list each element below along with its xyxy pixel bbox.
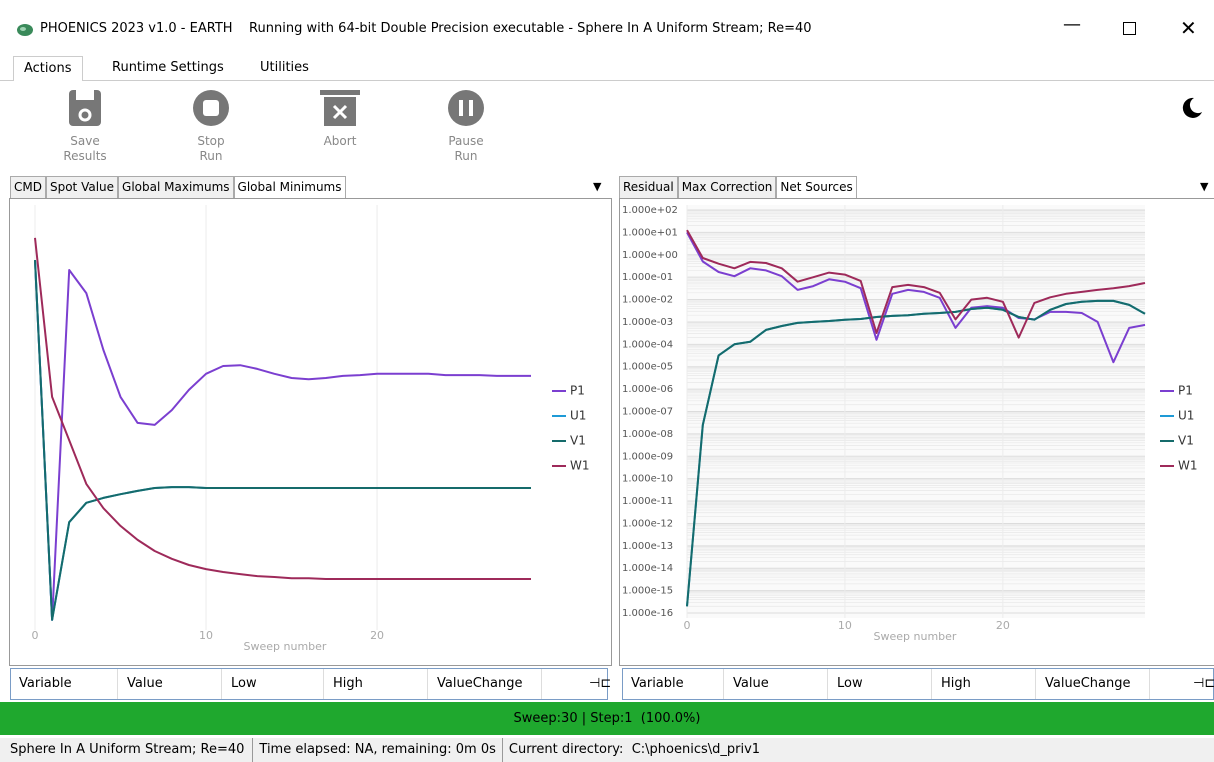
save-results-button[interactable]: Save Results	[50, 88, 120, 164]
series-line	[34, 237, 531, 580]
series-line	[34, 260, 531, 621]
legend-label: P1	[1178, 384, 1193, 398]
x-tick-label: 0	[32, 629, 39, 642]
label: Save	[70, 134, 100, 148]
column-header[interactable]: ValueChange	[1037, 669, 1150, 699]
tab[interactable]: Max Correction	[677, 176, 777, 198]
series-line	[686, 231, 1146, 364]
x-tick-label: 20	[370, 629, 384, 642]
column-header[interactable]: Value	[725, 669, 828, 699]
tab[interactable]: Global Maximums	[118, 176, 234, 198]
y-tick-label: 1.000e-07	[622, 407, 673, 418]
x-tick-label: 10	[838, 619, 852, 632]
y-tick-label: 1.000e+00	[622, 250, 678, 261]
x-tick-label: 0	[684, 619, 691, 632]
y-tick-label: 1.000e-01	[622, 272, 673, 283]
x-tick-label: 20	[996, 619, 1010, 632]
series-line	[686, 229, 1146, 339]
x-axis-label: Sweep number	[244, 640, 327, 653]
left-tabs: CMD Spot Value Global Maximums Global Minim…	[10, 176, 346, 198]
tab[interactable]: Runtime Settings	[112, 60, 224, 75]
legend-label: U1	[1178, 409, 1194, 423]
label: Run	[454, 149, 478, 163]
legend-label: W1	[1178, 459, 1198, 473]
y-tick-label: 1.000e-03	[622, 317, 673, 328]
tab[interactable]: Utilities	[260, 60, 309, 75]
legend-label: V1	[570, 434, 586, 448]
column-header[interactable]: Value	[119, 669, 222, 699]
column-header[interactable]: Low	[829, 669, 932, 699]
column-header[interactable]: Variable	[623, 669, 724, 699]
y-tick-label: 1.000e-09	[622, 451, 673, 462]
status-text: Time elapsed: NA, remaining: 0m 0s	[253, 738, 503, 762]
legend-label: P1	[570, 384, 585, 398]
dark-mode-toggle[interactable]	[1180, 96, 1204, 120]
series-line	[34, 260, 531, 621]
x-tick-label: 10	[199, 629, 213, 642]
app-icon	[17, 24, 33, 36]
y-tick-label: 1.000e-04	[622, 339, 673, 350]
title-bar: PHOENICS 2023 v1.0 - EARTH Running with …	[0, 0, 1214, 56]
tab[interactable]: Net Sources	[776, 176, 857, 198]
status-bar: Sphere In A Uniform Stream; Re=40 Time e…	[0, 738, 1214, 762]
tab-menu[interactable]: ▼	[593, 180, 602, 193]
column-header[interactable]: High	[933, 669, 1036, 699]
tab[interactable]: Spot Value	[45, 176, 119, 198]
y-tick-label: 1.000e+01	[622, 227, 678, 238]
label: Abort	[323, 134, 357, 148]
y-tick-label: 1.000e-06	[622, 384, 673, 395]
label: Stop	[197, 134, 225, 148]
x-axis-label: Sweep number	[874, 630, 957, 643]
y-tick-label: 1.000e-13	[622, 541, 673, 552]
status-text: Sphere In A Uniform Stream; Re=40	[0, 738, 254, 762]
y-tick-label: 1.000e-10	[622, 474, 673, 485]
pin-icon[interactable]: ⊣⊏	[1193, 676, 1214, 691]
column-header[interactable]: Low	[223, 669, 324, 699]
maximize-button[interactable]	[1123, 22, 1136, 35]
y-tick-label: 1.000e-08	[622, 429, 673, 440]
legend-label: W1	[570, 459, 590, 473]
y-tick-label: 1.000e-15	[622, 586, 673, 597]
right-tabs: Residual Max Correction Net Sources	[619, 176, 857, 198]
y-tick-label: 1.000e-14	[622, 563, 673, 574]
label: Results	[63, 149, 107, 163]
status-text: Current directory: C:\phoenics\d_priv1	[508, 742, 761, 757]
legend-label: U1	[570, 409, 586, 423]
legend-label: V1	[1178, 434, 1194, 448]
tab[interactable]: Actions	[13, 56, 83, 81]
table-header: Variable Value Low High ValueChange ⊣⊏	[622, 668, 1214, 700]
y-tick-label: 1.000e-11	[622, 496, 673, 507]
tab-menu[interactable]: ▼	[1200, 180, 1209, 193]
y-tick-label: 1.000e+02	[622, 205, 678, 216]
series-line	[34, 260, 531, 621]
stop-run-button[interactable]: Stop Run	[176, 88, 246, 164]
table-header: Variable Value Low High ValueChange ⊣⊏	[10, 668, 612, 700]
abort-button[interactable]: Abort	[305, 88, 375, 149]
label: Pause	[448, 134, 484, 148]
column-header[interactable]: ValueChange	[429, 669, 542, 699]
pin-icon[interactable]: ⊣⊏	[589, 676, 612, 691]
y-tick-label: 1.000e-05	[622, 362, 673, 373]
close-button[interactable]: ✕	[1180, 16, 1197, 40]
y-tick-label: 1.000e-02	[622, 295, 673, 306]
tab[interactable]: Global Minimums	[233, 176, 346, 198]
column-header[interactable]: Variable	[11, 669, 118, 699]
progress-bar: Sweep:30 | Step:1 (100.0%)	[0, 702, 1214, 735]
y-tick-label: 1.000e-16	[622, 608, 673, 619]
minimize-button[interactable]: —	[1063, 14, 1081, 35]
pause-run-button[interactable]: Pause Run	[431, 88, 501, 164]
series-line	[686, 299, 1146, 607]
y-tick-label: 1.000e-12	[622, 518, 673, 529]
label: Run	[199, 149, 223, 163]
tab[interactable]: CMD	[10, 176, 46, 198]
left-panel	[9, 198, 612, 666]
window-title: PHOENICS 2023 v1.0 - EARTH Running with …	[40, 21, 812, 36]
tab[interactable]: Residual	[619, 176, 678, 198]
column-header[interactable]: High	[325, 669, 428, 699]
